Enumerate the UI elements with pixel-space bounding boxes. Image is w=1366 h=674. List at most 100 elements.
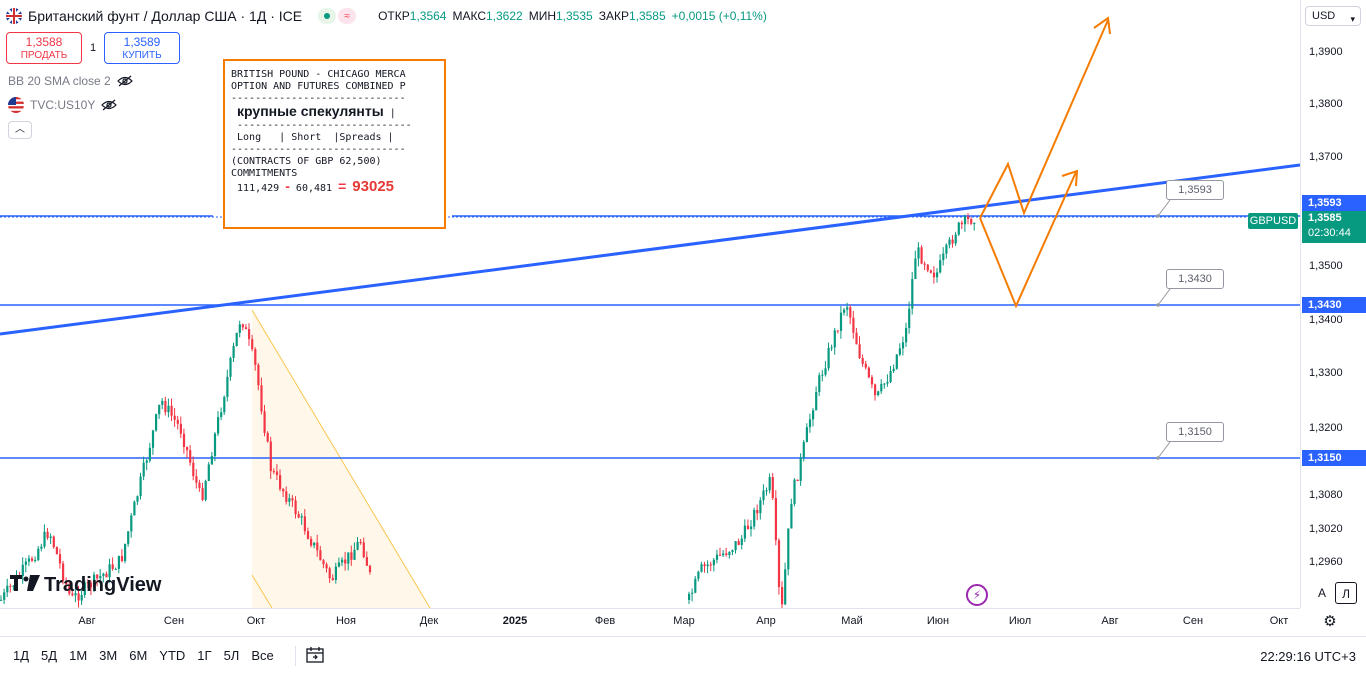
candle-body	[368, 565, 372, 573]
candle-body	[279, 475, 282, 490]
candle-body	[771, 477, 774, 499]
indicator-bb[interactable]: BB 20 SMA close 2	[8, 74, 133, 88]
buy-label: КУПИТЬ	[122, 50, 162, 61]
auto-scale-button[interactable]: A	[1317, 586, 1326, 600]
price-callout-2[interactable]: 1,3430	[1166, 269, 1224, 289]
candle-body	[334, 566, 337, 580]
candle-body	[353, 549, 356, 560]
candle-body	[151, 430, 155, 448]
candle-body	[812, 410, 815, 420]
indicator-us10y[interactable]: TVC:US10Y	[8, 97, 118, 113]
candle-body	[325, 564, 328, 569]
price-tick: 1,3020	[1309, 523, 1343, 535]
projection-path-up[interactable]	[979, 19, 1109, 219]
candle-body	[173, 415, 176, 420]
market-status-icon[interactable]	[318, 8, 337, 24]
range-button-1y[interactable]: 1Г	[197, 648, 212, 663]
candle-body	[706, 564, 709, 567]
range-button-all[interactable]: Все	[251, 648, 274, 663]
candle-body	[728, 551, 731, 556]
time-tick: Авг	[1101, 615, 1119, 627]
spread-value: 1	[89, 42, 97, 54]
triangle-edge-lower[interactable]	[251, 574, 273, 608]
candle-body	[319, 550, 322, 561]
candle-body	[750, 526, 753, 530]
candle-body	[929, 270, 932, 273]
candle-body	[880, 383, 883, 392]
price-callout-3[interactable]: 1,3150	[1166, 422, 1224, 442]
cot-report-box[interactable]: BRITISH POUND - CHICAGO MERCA OPTION AND…	[223, 59, 446, 229]
candle-body	[186, 447, 189, 451]
candle-body	[923, 263, 926, 265]
bottom-toolbar: 1Д 5Д 1М 3М 6М YTD 1Г 5Л Все 22:29:16 UT…	[0, 636, 1366, 674]
price-chart[interactable]	[0, 0, 1300, 608]
candle-body	[105, 573, 108, 578]
candle-body	[117, 555, 120, 569]
candle-body	[220, 412, 223, 418]
currency-select[interactable]: USD ▾	[1305, 6, 1361, 26]
price-callout-1[interactable]: 1,3593	[1166, 180, 1224, 200]
candle-body	[49, 536, 52, 538]
triangle-edge[interactable]	[251, 309, 431, 608]
log-scale-button[interactable]: Л	[1335, 582, 1357, 604]
candle-body	[40, 546, 43, 549]
sell-button[interactable]: 1,3588 ПРОДАТЬ	[6, 32, 82, 64]
candle-body	[768, 477, 771, 491]
time-tick: Авг	[78, 615, 96, 627]
wave-icon[interactable]: ≈	[338, 8, 357, 24]
candle-body	[207, 464, 210, 482]
chevron-up-icon: ︿	[15, 124, 25, 135]
range-button-1d[interactable]: 1Д	[13, 648, 30, 663]
tradingview-logo-text: TradingView	[44, 574, 162, 596]
open-value: 1,3564	[409, 9, 447, 23]
eye-off-icon[interactable]	[101, 99, 118, 111]
candle-body	[337, 562, 341, 567]
candle-body	[133, 501, 136, 516]
range-button-6m[interactable]: 6М	[129, 648, 148, 663]
cot-short-value: 60,481	[295, 183, 333, 194]
projection-path-down[interactable]	[979, 171, 1077, 309]
open-label: ОТКР	[378, 9, 410, 23]
time-axis[interactable]: Авг Сен Окт Ноя Дек 2025 Фев Мар Апр Май…	[0, 608, 1300, 634]
range-button-3m[interactable]: 3М	[99, 648, 118, 663]
chart-header: Британский фунт / Доллар США · 1Д · ICE …	[6, 6, 767, 26]
candle-body	[43, 531, 46, 547]
candle-body	[926, 264, 929, 271]
candle-body	[241, 324, 244, 328]
calendar-range-icon[interactable]	[294, 645, 324, 666]
range-button-1m[interactable]: 1М	[69, 648, 88, 663]
candle-body	[21, 564, 24, 577]
symbol-tag: GBPUSD	[1248, 213, 1298, 229]
gear-icon[interactable]: ⚙	[1323, 613, 1337, 630]
chart-area[interactable]: Британский фунт / Доллар США · 1Д · ICE …	[0, 0, 1300, 608]
lightning-icon[interactable]: ⚡	[966, 584, 988, 606]
buy-price: 1,3589	[123, 35, 161, 49]
price-axis[interactable]: USD ▾ 1,3900 1,3800 1,3700 1,3500 1,3400…	[1300, 0, 1366, 608]
trend-line[interactable]	[0, 163, 1300, 336]
symbol-title[interactable]: Британский фунт / Доллар США · 1Д · ICE	[28, 8, 303, 24]
candle-body	[359, 542, 362, 544]
candle-body	[743, 525, 746, 539]
range-button-ytd[interactable]: YTD	[159, 648, 186, 663]
candle-body	[917, 247, 920, 259]
time-tick: Дек	[419, 615, 439, 627]
price-label-3: 1,3150	[1302, 450, 1366, 466]
candle-body	[740, 538, 743, 545]
candle-body	[697, 571, 700, 579]
candle-body	[27, 558, 31, 562]
candle-body	[344, 559, 347, 564]
collapse-indicators-button[interactable]: ︿	[8, 121, 32, 139]
eye-off-icon[interactable]	[116, 75, 133, 87]
candle-body	[864, 363, 867, 368]
clock[interactable]: 22:29:16 UTC+3	[1260, 649, 1356, 664]
indicator-us10y-label: TVC:US10Y	[30, 98, 96, 112]
callout-anchor-2	[1156, 303, 1160, 307]
range-button-5y[interactable]: 5Л	[223, 648, 240, 663]
tradingview-logo[interactable]: TradingView	[10, 574, 161, 597]
candle-body	[176, 419, 179, 424]
range-button-5d[interactable]: 5Д	[41, 648, 58, 663]
candle-body	[341, 559, 344, 563]
candle-body	[68, 584, 71, 594]
buy-button[interactable]: 1,3589 КУПИТЬ	[104, 32, 180, 64]
candle-body	[12, 585, 15, 587]
